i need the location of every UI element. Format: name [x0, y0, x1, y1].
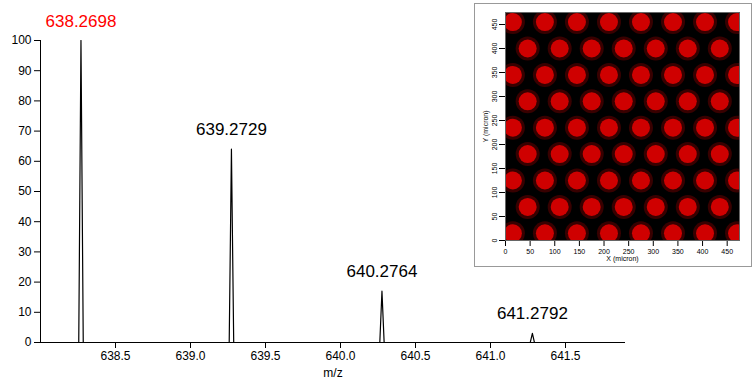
svg-text:40: 40	[18, 215, 32, 229]
svg-text:80: 80	[18, 94, 32, 108]
svg-text:Y (micron): Y (micron)	[482, 110, 490, 142]
svg-text:639.2729: 639.2729	[196, 120, 267, 139]
svg-text:m/z: m/z	[323, 366, 342, 380]
svg-text:638.2698: 638.2698	[46, 12, 117, 31]
svg-text:638.5: 638.5	[100, 349, 130, 363]
svg-text:639.5: 639.5	[250, 349, 280, 363]
svg-text:450: 450	[491, 19, 498, 31]
svg-text:641.2792: 641.2792	[497, 304, 568, 323]
svg-text:350: 350	[491, 67, 498, 79]
svg-text:639.0: 639.0	[175, 349, 205, 363]
svg-text:640.2764: 640.2764	[347, 262, 418, 281]
svg-text:X (micron): X (micron)	[606, 255, 638, 263]
svg-text:640.5: 640.5	[400, 349, 430, 363]
svg-text:641.5: 641.5	[550, 349, 580, 363]
svg-text:450: 450	[721, 248, 733, 255]
svg-text:0: 0	[25, 335, 32, 349]
svg-text:0: 0	[504, 248, 508, 255]
svg-text:400: 400	[697, 248, 709, 255]
svg-text:30: 30	[18, 245, 32, 259]
svg-text:300: 300	[491, 91, 498, 103]
svg-text:640.0: 640.0	[325, 349, 355, 363]
svg-text:50: 50	[18, 184, 32, 198]
svg-text:90: 90	[18, 64, 32, 78]
svg-text:20: 20	[18, 275, 32, 289]
svg-text:50: 50	[491, 213, 498, 221]
svg-text:100: 100	[11, 33, 31, 47]
svg-text:100: 100	[491, 187, 498, 199]
svg-text:400: 400	[491, 43, 498, 55]
svg-text:50: 50	[526, 248, 534, 255]
svg-text:250: 250	[622, 248, 635, 256]
svg-text:350: 350	[672, 248, 684, 255]
svg-text:60: 60	[18, 154, 32, 168]
svg-text:100: 100	[549, 248, 561, 255]
svg-text:300: 300	[647, 248, 659, 255]
svg-text:200: 200	[598, 248, 610, 256]
svg-text:250: 250	[491, 115, 498, 127]
svg-text:150: 150	[491, 163, 498, 175]
svg-text:641.0: 641.0	[475, 349, 505, 363]
svg-text:150: 150	[574, 248, 586, 255]
svg-text:10: 10	[18, 305, 32, 319]
svg-text:70: 70	[18, 124, 32, 138]
svg-text:200: 200	[491, 139, 498, 151]
svg-text:0: 0	[491, 238, 498, 242]
